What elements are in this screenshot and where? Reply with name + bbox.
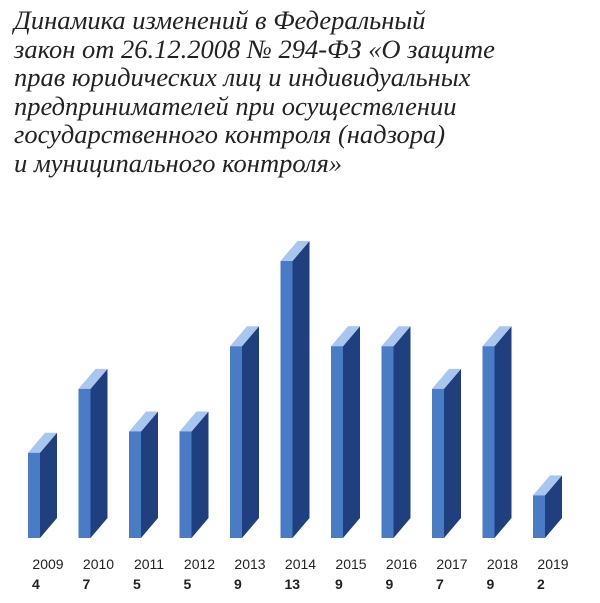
bar-2018 xyxy=(482,326,512,538)
bar-2009 xyxy=(28,432,57,538)
bar-side xyxy=(343,326,360,538)
data-label: 5 xyxy=(133,576,141,592)
bar-side xyxy=(191,411,209,538)
bar-side xyxy=(40,432,57,538)
data-label: 2 xyxy=(537,576,545,592)
bar-front xyxy=(78,388,91,538)
bar-top xyxy=(230,326,259,347)
data-label: 7 xyxy=(83,576,91,592)
bar-front xyxy=(179,431,192,538)
bar-side xyxy=(90,368,108,538)
bar-front xyxy=(381,346,394,538)
x-tick-label: 2018 xyxy=(487,556,518,572)
data-label: 7 xyxy=(436,576,444,592)
data-label: 4 xyxy=(32,576,40,592)
bar-side xyxy=(494,326,512,538)
bar-front xyxy=(28,452,40,538)
title-line-3: прав юридических лиц и индивидуальных xyxy=(14,62,471,92)
data-label: 9 xyxy=(487,576,495,592)
x-tick-label: 2013 xyxy=(234,556,265,572)
bar-top xyxy=(331,326,360,347)
x-tick-label: 2017 xyxy=(436,556,467,572)
bar-2013 xyxy=(230,326,259,538)
data-label: 9 xyxy=(234,576,242,592)
x-tick-label: 2016 xyxy=(386,556,417,572)
x-tick-label: 2014 xyxy=(285,556,316,572)
bar-2019 xyxy=(533,475,562,538)
bar-2017 xyxy=(432,368,461,538)
data-label: 5 xyxy=(184,576,192,592)
data-label: 13 xyxy=(285,576,301,592)
bar-front xyxy=(129,431,141,538)
bar-top xyxy=(482,326,512,347)
bar-2016 xyxy=(381,326,411,538)
bar-top xyxy=(129,411,158,432)
bar-top xyxy=(28,432,57,453)
bar-front xyxy=(280,261,293,538)
data-label: 9 xyxy=(335,576,343,592)
bar-top xyxy=(381,326,411,347)
x-tick-label: 2012 xyxy=(184,556,215,572)
bar-side xyxy=(545,475,562,538)
bar-front xyxy=(482,346,495,538)
bar-side xyxy=(141,411,158,538)
x-tick-label: 2009 xyxy=(32,556,63,572)
bar-side xyxy=(242,326,259,538)
bar-2015 xyxy=(331,326,360,538)
bar-front xyxy=(432,388,444,538)
bar-2014 xyxy=(280,241,310,538)
title-line-2: закон от 26.12.2008 № 294-ФЗ «О защите xyxy=(14,33,495,64)
x-tick-label: 2019 xyxy=(537,556,568,572)
bar-top xyxy=(280,241,310,261)
chart-title: Динамика изменений в Федеральный закон о… xyxy=(14,6,594,177)
bar-front xyxy=(230,346,242,538)
title-line-6: и муниципального контроля» xyxy=(14,147,343,178)
x-tick-label: 2010 xyxy=(83,556,114,572)
x-tick-label: 2015 xyxy=(335,556,366,572)
bar-2011 xyxy=(129,411,158,538)
title-line-5: государственного контроля (надзора) xyxy=(14,119,446,149)
bar-2012 xyxy=(179,411,209,538)
x-tick-label: 2011 xyxy=(134,556,164,572)
title-line-4: предпринимателей при осуществлении xyxy=(14,90,457,121)
bar-top xyxy=(179,411,209,432)
bar-top xyxy=(432,368,461,389)
bar-top xyxy=(533,475,562,496)
bar-front xyxy=(533,495,545,538)
bar-2010 xyxy=(78,368,108,538)
title-line-1: Динамика изменений в Федеральный xyxy=(14,5,426,35)
bar-side xyxy=(393,326,411,538)
bar-top xyxy=(78,368,108,389)
data-label: 9 xyxy=(386,576,394,592)
bar-side xyxy=(292,241,310,538)
bar-front xyxy=(331,346,343,538)
bar-side xyxy=(444,368,461,538)
